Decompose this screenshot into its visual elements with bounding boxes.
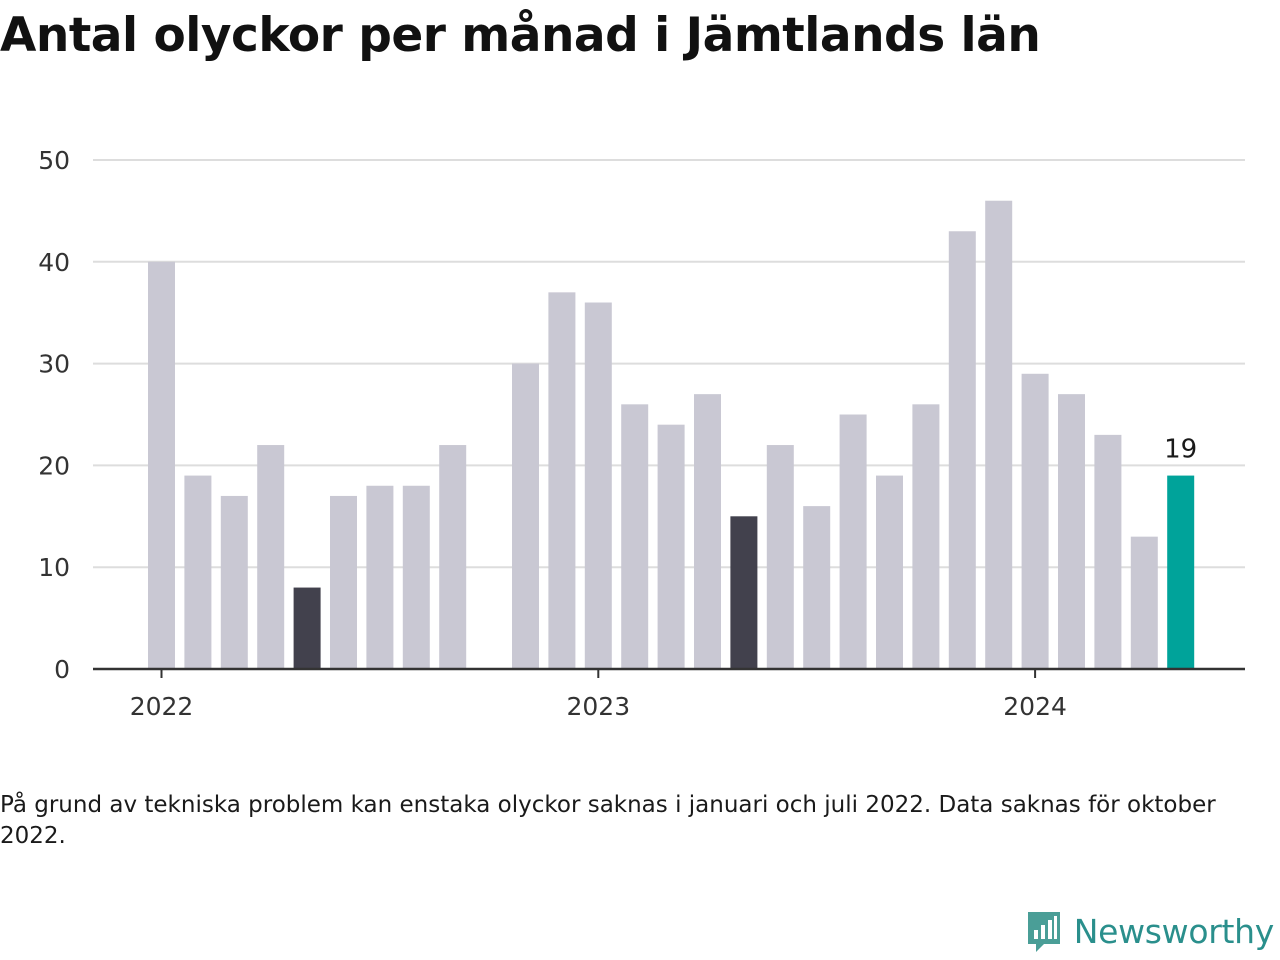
bar-2023-08 bbox=[839, 414, 867, 669]
bar-2023-04 bbox=[694, 394, 721, 669]
bar-2022-09 bbox=[439, 445, 467, 669]
brand-name: Newsworthy bbox=[1073, 911, 1275, 951]
bar-2022-04 bbox=[257, 445, 285, 669]
bar-2023-02 bbox=[621, 404, 649, 669]
x-tick-label: 2024 bbox=[1003, 692, 1067, 721]
data-labels: 19 bbox=[1164, 435, 1197, 465]
data-label: 19 bbox=[1164, 435, 1197, 465]
x-tick-label: 2022 bbox=[130, 692, 194, 721]
y-tick-label: 20 bbox=[38, 451, 70, 480]
bar-2023-03 bbox=[657, 424, 685, 669]
bar-2023-11 bbox=[948, 231, 976, 669]
bar-2024-05 bbox=[1167, 475, 1195, 669]
bar-2022-11 bbox=[512, 363, 539, 669]
bar-2022-02 bbox=[184, 475, 212, 669]
bar-2022-12 bbox=[548, 292, 576, 669]
y-axis-tick-labels: 0 10 20 30 40 50 bbox=[38, 146, 70, 684]
footnote: På grund av tekniska problem kan enstaka… bbox=[0, 792, 1216, 849]
newsworthy-logo-icon bbox=[1027, 912, 1060, 952]
bar-2023-01 bbox=[584, 302, 612, 669]
bar-2022-01 bbox=[148, 261, 175, 669]
bar-2023-10 bbox=[912, 404, 940, 669]
chart-title: Antal olyckor per månad i Jämtlands län bbox=[0, 8, 1041, 63]
brand: Newsworthy bbox=[1024, 908, 1274, 954]
bar-2024-01 bbox=[1021, 373, 1049, 669]
bars bbox=[148, 200, 1195, 669]
bar-2023-05 bbox=[730, 516, 758, 669]
bar-2023-06 bbox=[766, 445, 794, 669]
gridlines bbox=[93, 159, 1245, 569]
bar-2024-04 bbox=[1130, 536, 1158, 669]
y-tick-label: 40 bbox=[38, 248, 70, 277]
bar-chart: 0 10 20 30 40 50 19 2022 2023 2024 bbox=[38, 146, 1245, 721]
bar-2023-07 bbox=[803, 506, 831, 669]
y-tick-label: 50 bbox=[38, 146, 70, 175]
y-tick-label: 0 bbox=[54, 655, 70, 684]
x-axis-ticks: 2022 2023 2024 bbox=[130, 669, 1067, 721]
bar-2024-03 bbox=[1094, 434, 1122, 669]
bar-2022-03 bbox=[220, 495, 248, 669]
bar-2022-06 bbox=[330, 495, 357, 669]
y-tick-label: 30 bbox=[38, 350, 70, 379]
bar-2024-02 bbox=[1058, 394, 1085, 669]
bar-2022-05 bbox=[293, 587, 321, 669]
x-tick-label: 2023 bbox=[566, 692, 630, 721]
bar-2022-07 bbox=[366, 485, 394, 669]
bar-2023-12 bbox=[985, 200, 1013, 669]
bar-2022-08 bbox=[402, 485, 430, 669]
bar-2023-09 bbox=[876, 475, 903, 669]
y-tick-label: 10 bbox=[38, 553, 70, 582]
